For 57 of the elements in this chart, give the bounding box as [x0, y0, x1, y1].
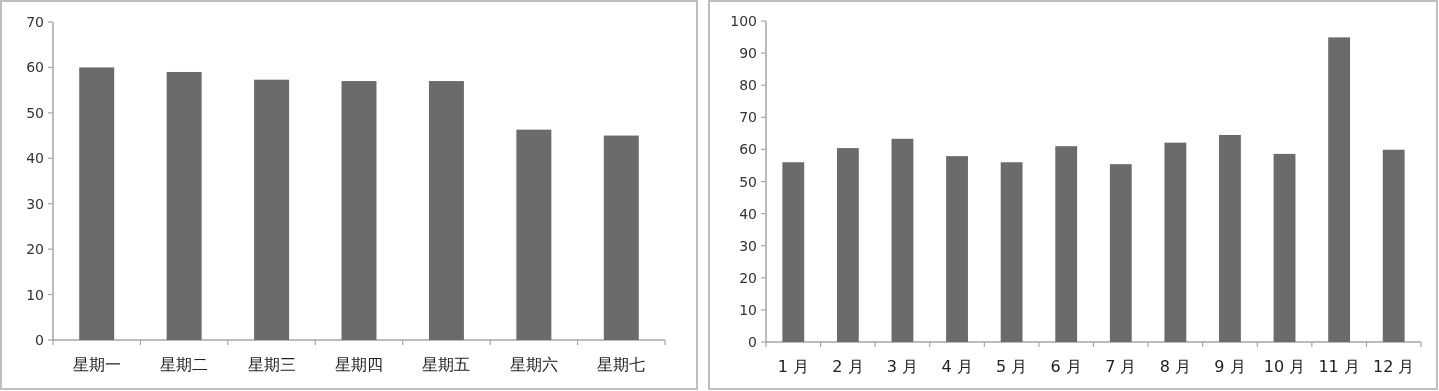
bar — [1109, 164, 1132, 342]
x-tick-label: 星期七 — [597, 355, 646, 374]
bar — [946, 156, 968, 342]
bar — [891, 138, 914, 342]
y-tick-label: 40 — [739, 205, 757, 222]
x-tick-label: 星期四 — [335, 355, 383, 374]
bar — [428, 81, 464, 340]
y-tick-label: 10 — [26, 286, 44, 303]
y-tick-label: 20 — [739, 269, 757, 286]
y-tick-label: 100 — [730, 13, 757, 29]
bar — [1219, 134, 1241, 342]
x-tick-label: 4 月 — [941, 357, 973, 376]
y-tick-label: 0 — [748, 334, 757, 350]
y-tick-label: 10 — [739, 301, 757, 318]
bar — [341, 81, 377, 340]
x-tick-label: 1 月 — [777, 357, 809, 376]
bar — [1328, 37, 1351, 342]
y-tick-label: 70 — [26, 14, 44, 30]
x-tick-label: 星期三 — [247, 355, 296, 374]
x-tick-label: 7 月 — [1105, 357, 1137, 376]
x-tick-label: 星期六 — [509, 355, 558, 374]
bar — [254, 79, 290, 340]
y-tick-label: 80 — [739, 77, 757, 94]
x-tick-label: 星期二 — [160, 355, 209, 374]
x-tick-label: 10 月 — [1263, 357, 1306, 376]
x-tick-label: 9 月 — [1214, 357, 1246, 376]
y-tick-label: 0 — [35, 332, 44, 348]
bar — [1273, 153, 1296, 342]
x-tick-label: 6 月 — [1050, 357, 1082, 376]
bar — [782, 162, 805, 342]
y-tick-label: 30 — [26, 195, 44, 212]
bar — [166, 71, 202, 340]
y-tick-label: 50 — [26, 104, 44, 121]
bar — [516, 129, 552, 340]
y-tick-label: 60 — [739, 141, 757, 158]
x-tick-label: 11 月 — [1318, 357, 1360, 376]
bar — [603, 135, 639, 340]
y-tick-label: 40 — [26, 150, 44, 167]
y-tick-label: 30 — [739, 237, 757, 254]
y-tick-label: 50 — [739, 173, 757, 190]
x-tick-label: 8 月 — [1159, 357, 1192, 376]
bar — [1382, 149, 1405, 342]
y-tick-label: 90 — [739, 45, 757, 62]
bar — [1055, 146, 1078, 342]
y-tick-label: 20 — [26, 241, 44, 258]
bar — [79, 67, 115, 340]
x-tick-label: 12 月 — [1372, 357, 1415, 376]
bar — [1000, 162, 1023, 342]
x-tick-label: 5 月 — [995, 357, 1028, 376]
x-tick-label: 3 月 — [886, 357, 919, 376]
bar — [1164, 142, 1187, 342]
y-tick-label: 70 — [739, 109, 757, 126]
y-tick-label: 60 — [26, 59, 44, 76]
x-tick-label: 星期一 — [72, 355, 121, 374]
x-tick-label: 星期五 — [422, 355, 471, 374]
bar — [836, 148, 859, 342]
x-tick-label: 2 月 — [832, 357, 864, 376]
